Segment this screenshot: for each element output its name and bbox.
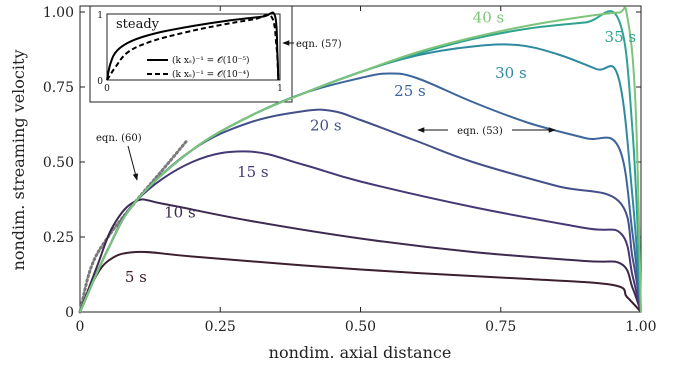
series-label-30s: 30 s — [495, 64, 527, 82]
inset-x-tick-label: 0 — [104, 84, 110, 94]
y-axis-title: nondim. streaming velocity — [9, 50, 28, 271]
series-label-35s: 35 s — [605, 28, 637, 46]
inset-legend-solid: (k xₛ)⁻¹ = 𝒪(10⁻⁵) — [172, 55, 250, 66]
x-axis-title: nondim. axial distance — [269, 343, 452, 362]
inset-series-dashed — [106, 13, 280, 81]
y-tick-label: 0 — [65, 305, 74, 321]
series-line-4 — [79, 72, 642, 313]
x-tick-label: 1.00 — [625, 319, 656, 335]
inset-y-tick-label: 1 — [97, 11, 103, 21]
series-line-7 — [79, 6, 642, 313]
series-label-10s: 10 s — [164, 204, 196, 222]
series-line-1 — [79, 198, 642, 313]
x-tick-label: 0.75 — [485, 319, 516, 335]
inset-layer: 00 1 1 — [89, 5, 293, 103]
annotation-eqn53: eqn. (53) — [457, 126, 503, 137]
series-line-2 — [79, 150, 642, 313]
inset-y-tick-label: 0 — [97, 77, 103, 87]
main-plot: 000.250.250.500.500.750.751.001.00 — [43, 5, 657, 335]
annotation-eqn57: eqn. (57) — [296, 39, 342, 50]
x-tick-label: 0 — [76, 319, 85, 335]
y-tick-label: 0.50 — [43, 155, 74, 171]
series-label-5s: 5 s — [125, 268, 147, 286]
x-tick-label: 0.50 — [345, 319, 376, 335]
inset-frame — [106, 13, 281, 81]
inset-x-tick-label: 1 — [277, 84, 283, 94]
y-tick-label: 0.75 — [43, 80, 74, 96]
arrow-eqn60 — [127, 145, 139, 181]
inset-legend-dashed: (k xₛ)⁻¹ = 𝒪(10⁻⁴) — [172, 69, 250, 80]
y-tick-label: 1.00 — [43, 5, 74, 21]
series-line-0 — [79, 250, 642, 313]
inset-series-solid — [106, 11, 280, 81]
series-label-25s: 25 s — [394, 82, 426, 100]
inset-background — [89, 5, 293, 103]
x-tick-label: 0.25 — [205, 319, 236, 335]
series-label-15s: 15 s — [237, 163, 269, 181]
y-tick-label: 0.25 — [43, 230, 74, 246]
inset-title: steady — [116, 17, 160, 32]
series-label-20s: 20 s — [310, 117, 342, 135]
series-label-40s: 40 s — [473, 9, 505, 27]
reference-label: eqn. (60) — [96, 133, 142, 144]
